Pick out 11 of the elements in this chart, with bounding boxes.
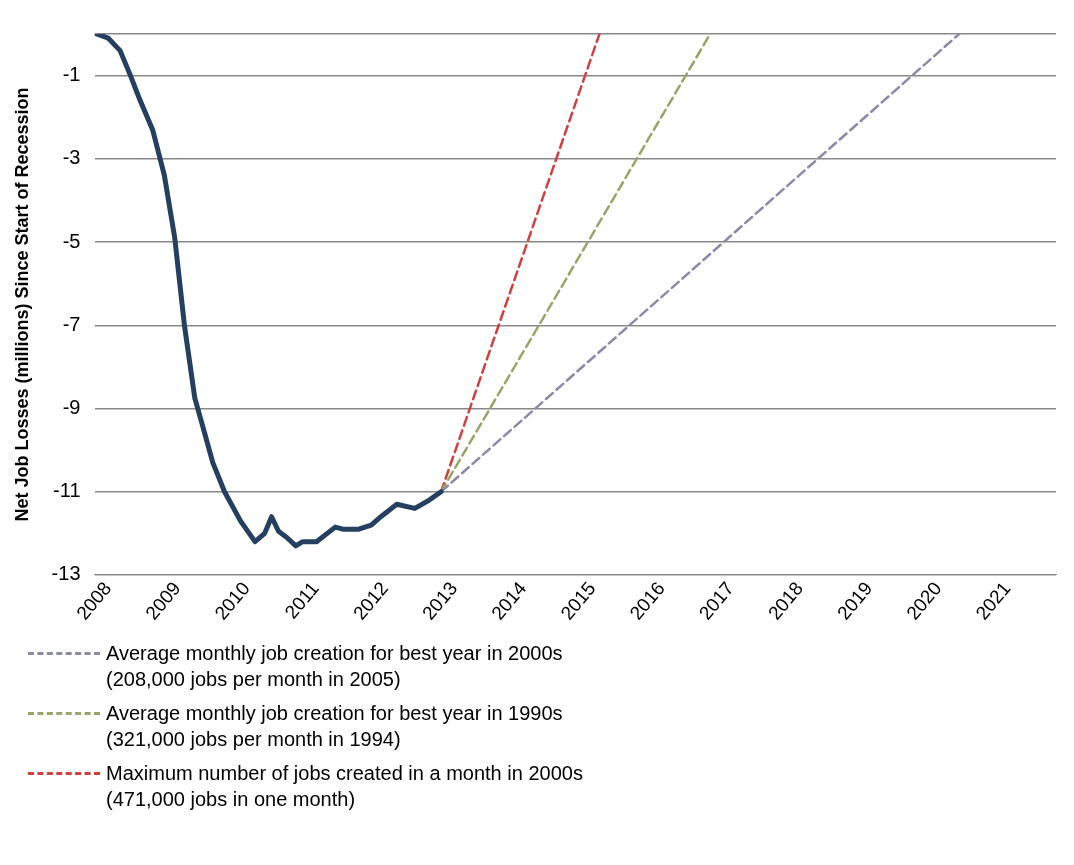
y-tick-label: -5 [62, 229, 81, 252]
y-tick-label: -11 [53, 479, 81, 502]
legend-label: Average monthly job creation for best year in 2000s (208,000 jobs per month in 2005) [106, 641, 564, 692]
legend-label: Average monthly job creation for best year in 1990s (321,000 jobs per month in 1994) [106, 701, 564, 752]
y-tick-label: -9 [62, 396, 81, 419]
y-tick-label: -13 [51, 562, 81, 585]
y-axis-title: Net Job Losses (millions) Since Start of Recession [11, 87, 32, 522]
y-tick-label: -3 [62, 146, 81, 169]
legend-label: Maximum number of jobs created in a month in 2000s (471,000 jobs in one month) [106, 761, 584, 812]
y-tick-label: -1 [62, 63, 81, 86]
y-tick-label: -7 [62, 312, 81, 335]
